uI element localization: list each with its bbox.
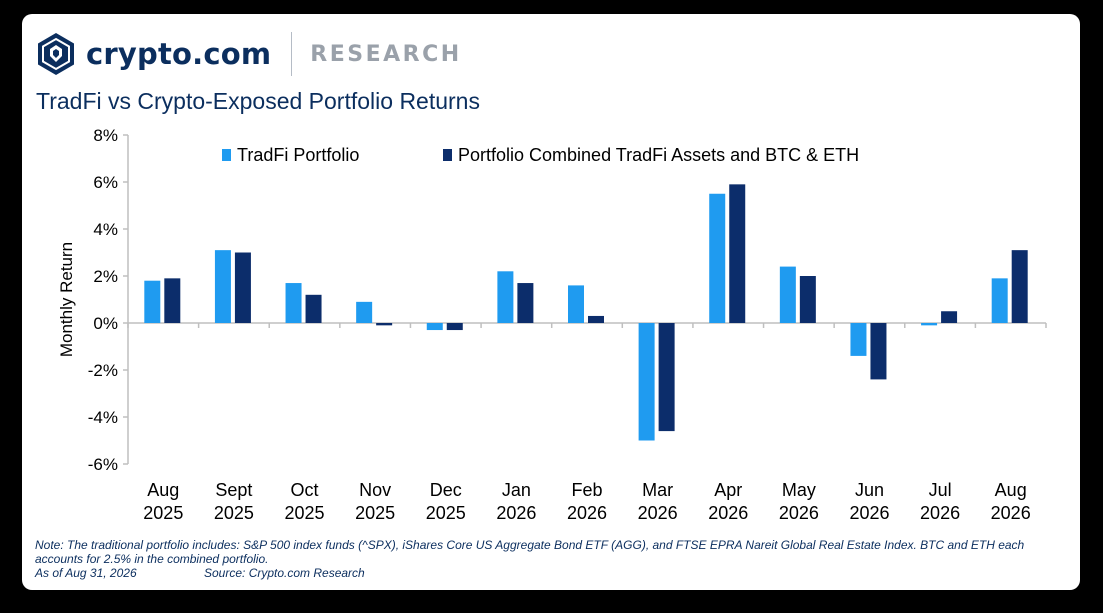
- bar-combined: [658, 323, 675, 432]
- bar-combined: [517, 283, 534, 323]
- bar-tradfi: [426, 323, 443, 331]
- y-tick-label: 6%: [93, 173, 118, 192]
- chart-title: TradFi vs Crypto-Exposed Portfolio Retur…: [36, 88, 480, 114]
- legend-label: Portfolio Combined TradFi Assets and BTC…: [458, 145, 859, 165]
- bar-combined: [1011, 250, 1028, 323]
- footnote: Note: The traditional portfolio includes…: [35, 538, 1065, 580]
- logo-divider: [291, 32, 293, 76]
- y-tick-label: 0%: [93, 314, 118, 333]
- brand-section: RESEARCH: [310, 41, 462, 67]
- logo: crypto.com RESEARCH: [36, 32, 462, 76]
- bar-combined: [870, 323, 887, 380]
- bar-tradfi: [568, 285, 584, 323]
- bar-combined: [376, 323, 393, 326]
- bar-tradfi: [779, 266, 796, 323]
- x-tick-label-month: Sept: [215, 480, 252, 500]
- x-tick-label-year: 2026: [779, 503, 819, 523]
- legend-label: TradFi Portfolio: [237, 145, 359, 165]
- bar-tradfi: [497, 271, 514, 323]
- x-tick-label-month: Aug: [147, 480, 179, 500]
- x-tick-label-year: 2026: [920, 503, 960, 523]
- bar-combined: [446, 323, 463, 331]
- y-tick-label: -2%: [88, 361, 118, 380]
- y-tick-label: 2%: [93, 267, 118, 286]
- bar-tradfi: [709, 193, 726, 323]
- x-tick-label-month: Oct: [291, 480, 319, 500]
- bar-tradfi: [214, 250, 231, 323]
- x-tick-label-month: Jul: [929, 480, 952, 500]
- x-tick-label-month: Jun: [855, 480, 884, 500]
- bar-combined: [164, 278, 181, 323]
- bar-tradfi: [638, 323, 655, 441]
- footnote-note: Note: The traditional portfolio includes…: [35, 538, 1025, 566]
- y-tick-label: -6%: [88, 455, 118, 474]
- x-tick-label-year: 2025: [143, 503, 183, 523]
- x-tick-label-year: 2025: [214, 503, 254, 523]
- brand-name: crypto.com: [86, 37, 272, 71]
- bar-combined: [234, 252, 251, 323]
- bar-tradfi: [921, 323, 938, 326]
- legend-swatch: [443, 149, 452, 161]
- bar-chart: -6% -4% -2% 0% 2% 4% 6% 8% Monthly Return Aug 2025…: [57, 126, 1047, 523]
- bar-tradfi: [991, 278, 1008, 323]
- bar-tradfi: [144, 280, 161, 323]
- x-tick-label-year: 2025: [355, 503, 395, 523]
- bar-tradfi: [285, 283, 302, 323]
- x-tick-label-month: Mar: [642, 480, 673, 500]
- x-tick-label-year: 2026: [496, 503, 536, 523]
- x-tick-label-month: May: [782, 480, 816, 500]
- x-tick-label-month: Aug: [995, 480, 1027, 500]
- as-of-date: As of Aug 31, 2026: [35, 566, 137, 580]
- x-tick-label-year: 2026: [849, 503, 889, 523]
- x-tick-label-year: 2025: [426, 503, 466, 523]
- bar-combined: [588, 315, 604, 323]
- bar-tradfi: [356, 301, 373, 323]
- x-tick-label-month: Dec: [430, 480, 462, 500]
- y-axis-title: Monthly Return: [57, 242, 76, 357]
- x-tick-label-year: 2026: [638, 503, 678, 523]
- x-tick-label-year: 2026: [991, 503, 1031, 523]
- x-tick-label-month: Feb: [571, 480, 602, 500]
- y-tick-label: -4%: [88, 408, 118, 427]
- crypto-com-lion-icon: [38, 33, 74, 75]
- bar-combined: [305, 294, 322, 323]
- x-tick-label-year: 2026: [567, 503, 607, 523]
- y-tick-label: 8%: [93, 126, 118, 145]
- bar-tradfi: [850, 323, 867, 356]
- x-tick-label-year: 2026: [708, 503, 748, 523]
- x-tick-label-month: Jan: [502, 480, 531, 500]
- x-tick-label-month: Apr: [714, 480, 742, 500]
- chart-card: crypto.com RESEARCH TradFi vs Crypto-Exp…: [22, 14, 1080, 590]
- bar-combined: [941, 311, 958, 323]
- bar-combined: [729, 184, 746, 323]
- x-tick-label-year: 2025: [285, 503, 325, 523]
- x-tick-label-month: Nov: [359, 480, 391, 500]
- legend-swatch: [222, 149, 231, 161]
- source-text: Source: Crypto.com Research: [204, 566, 365, 580]
- bar-combined: [799, 276, 816, 323]
- y-tick-label: 4%: [93, 220, 118, 239]
